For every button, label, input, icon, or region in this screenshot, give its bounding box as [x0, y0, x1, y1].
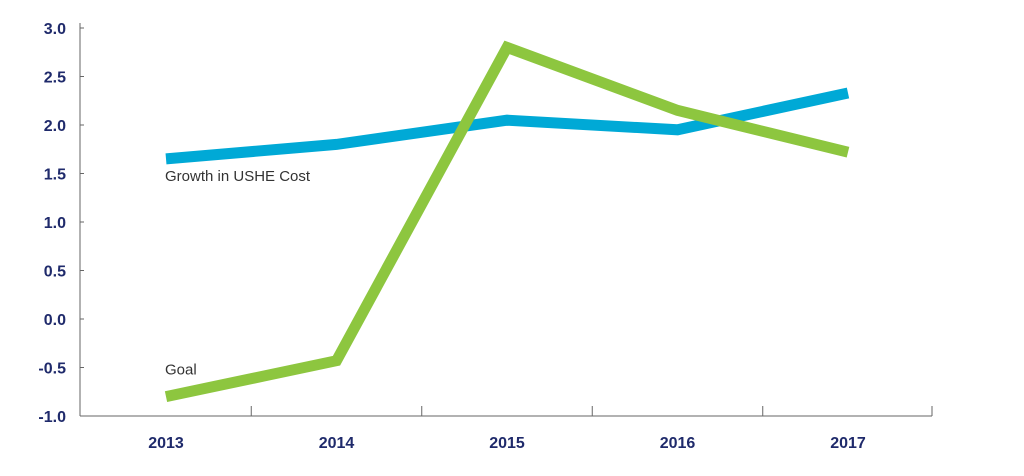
y-tick-label: 0.5	[44, 264, 66, 281]
x-tick-label: 2017	[830, 435, 866, 452]
y-axis: 3.0 2.5 2.0 1.5 1.0 0.5 0.0 -0.5 -1.0	[38, 21, 84, 426]
x-tick-label: 2016	[660, 435, 696, 452]
series-labels: Growth in USHE Cost Goal	[165, 168, 311, 379]
series-label-growth-in-ushe-cost: Growth in USHE Cost	[165, 168, 311, 185]
series-line-goal	[164, 40, 850, 402]
x-tick-label: 2015	[489, 435, 525, 452]
y-tick-label: 0.0	[44, 312, 66, 329]
series-line-growth-in-ushe-cost	[165, 87, 850, 165]
y-tick-label: -1.0	[38, 409, 66, 426]
y-tick-label: 1.5	[44, 167, 66, 184]
x-tick-label: 2014	[319, 435, 355, 452]
y-tick-label: -0.5	[38, 361, 66, 378]
x-axis: 2013 2014 2015 2016 2017	[79, 406, 933, 452]
x-tick-label: 2013	[148, 435, 184, 452]
y-tick-label: 1.0	[44, 215, 66, 232]
series-lines	[164, 40, 850, 402]
y-tick-label: 2.0	[44, 118, 66, 135]
series-label-goal: Goal	[165, 362, 197, 379]
y-tick-label: 2.5	[44, 70, 66, 87]
y-tick-label: 3.0	[44, 21, 66, 38]
